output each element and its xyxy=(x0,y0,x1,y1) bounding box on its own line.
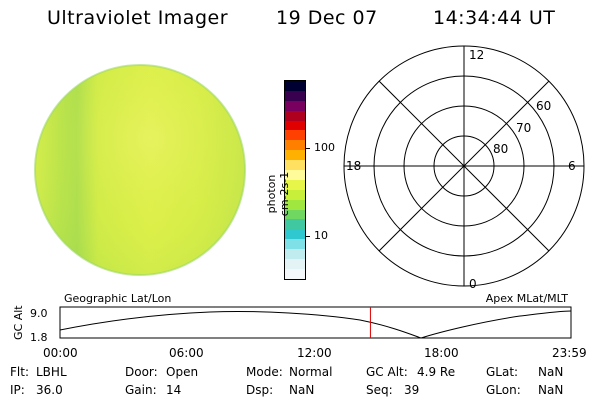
dsp-value: NaN xyxy=(289,383,315,397)
colorbar-band xyxy=(285,170,305,180)
colorbar-label-100: 100 xyxy=(314,141,335,154)
mlt-label-6: 6 xyxy=(568,159,576,173)
colorbar-band xyxy=(285,199,305,210)
glat-value: NaN xyxy=(538,365,564,379)
colorbar-band xyxy=(285,140,305,151)
mode-label: Mode: xyxy=(246,365,283,379)
timeline-axis-title: GC Alt xyxy=(12,305,25,340)
lat-label-60: 60 xyxy=(536,99,551,113)
time-label: 14:34:44 UT xyxy=(433,7,556,29)
colorbar-band xyxy=(285,259,305,269)
flt-label: Flt: xyxy=(10,365,29,379)
colorbar-tick-100 xyxy=(306,148,310,149)
colorbar-band xyxy=(285,239,305,250)
dsp-label: Dsp: xyxy=(246,383,274,397)
timeline-left-label: Geographic Lat/Lon xyxy=(64,292,171,305)
timeline-ymax: 9.0 xyxy=(30,307,48,320)
door-value: Open xyxy=(166,365,199,379)
time-tick-4: 23:59 xyxy=(552,346,587,360)
gcalt-label: GC Alt: xyxy=(366,365,408,379)
ip-value: 36.0 xyxy=(36,383,63,397)
mlt-label-0: 0 xyxy=(469,277,477,291)
gain-value: 14 xyxy=(166,383,182,397)
time-tick-3: 18:00 xyxy=(424,346,459,360)
door-label: Door: xyxy=(125,365,158,379)
lat-label-80: 80 xyxy=(493,142,508,156)
colorbar-units: photon cm-2s-1 xyxy=(265,171,291,217)
disk-shading xyxy=(35,65,245,275)
glat-label: GLat: xyxy=(486,365,519,379)
flt-value: LBHL xyxy=(36,365,67,379)
gain-label: Gain: xyxy=(125,383,157,397)
diagonal-2 xyxy=(378,80,550,252)
colorbar-band xyxy=(285,150,305,161)
seq-label: Seq: xyxy=(366,383,393,397)
colorbar-band xyxy=(285,120,305,131)
colorbar-label-10: 10 xyxy=(314,229,328,242)
time-tick-1: 06:00 xyxy=(169,346,204,360)
instrument-title: Ultraviolet Imager xyxy=(47,7,229,29)
colorbar-band xyxy=(285,268,305,279)
timeline-right-label: Apex MLat/MLT xyxy=(486,292,569,305)
colorbar-band xyxy=(285,110,305,121)
mlt-label-12: 12 xyxy=(469,48,484,62)
altitude-timeline: Geographic Lat/Lon Apex MLat/MLT GC Alt … xyxy=(12,292,572,344)
glon-label: GLon: xyxy=(486,383,521,397)
colorbar-band xyxy=(285,160,305,171)
timeline-frame xyxy=(59,306,572,339)
colorbar-band xyxy=(285,189,305,200)
ip-label: IP: xyxy=(10,383,25,397)
colorbar-band xyxy=(285,209,305,220)
colorbar-band xyxy=(285,229,305,240)
glon-value: NaN xyxy=(538,383,564,397)
colorbar-band xyxy=(285,249,305,260)
lat-label-70: 70 xyxy=(516,121,531,135)
mlt-label-18: 18 xyxy=(346,159,361,173)
date-label: 19 Dec 07 xyxy=(276,7,378,29)
timeline-ymin: 1.8 xyxy=(30,331,48,344)
seq-value: 39 xyxy=(404,383,420,397)
colorbar-band xyxy=(285,219,305,230)
colorbar-band xyxy=(285,81,305,91)
mode-value: Normal xyxy=(289,365,333,379)
colorbar-tick-10 xyxy=(306,236,310,237)
gcalt-value: 4.9 Re xyxy=(417,365,456,379)
time-tick-0: 00:00 xyxy=(43,346,78,360)
time-tick-2: 12:00 xyxy=(297,346,332,360)
polar-grid: 12 6 0 18 60 70 80 xyxy=(343,45,585,291)
uv-image-disk xyxy=(34,64,246,276)
colorbar-band xyxy=(285,130,305,141)
colorbar xyxy=(284,80,306,280)
colorbar-band xyxy=(285,90,305,101)
altitude-curve xyxy=(59,310,572,339)
colorbar-band xyxy=(285,100,305,111)
colorbar-band xyxy=(285,179,305,190)
disk-rim xyxy=(34,64,246,276)
